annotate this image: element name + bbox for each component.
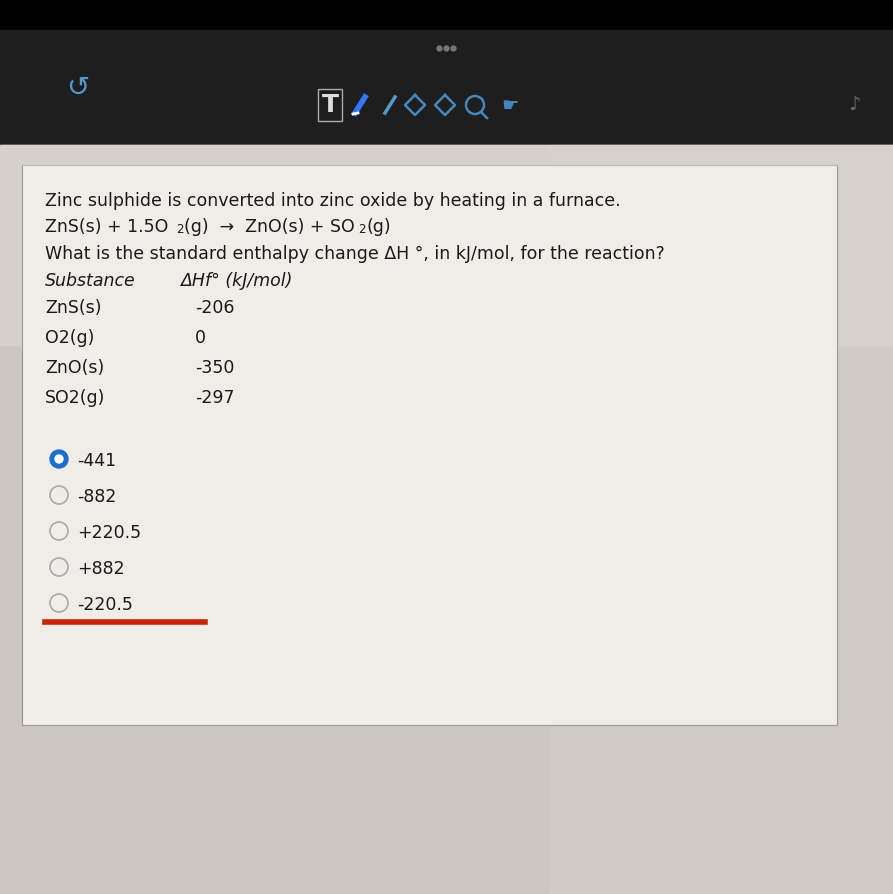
Text: ZnS(s): ZnS(s) [45,299,102,317]
Text: ZnO(s): ZnO(s) [45,359,104,377]
Bar [0,0,893,30]
Text: O2(g): O2(g) [45,329,95,347]
Text: ♪: ♪ [848,96,861,114]
Text: 2: 2 [358,223,365,236]
Text: ☛: ☛ [501,96,519,114]
Text: T: T [321,93,338,117]
Text: -206: -206 [195,299,235,317]
Circle shape [50,450,68,468]
Bar [0,145,893,894]
Text: 0: 0 [195,329,206,347]
Bar [22,165,837,725]
Text: -441: -441 [77,452,116,470]
Text: +220.5: +220.5 [77,524,141,542]
Text: What is the standard enthalpy change ΔH °, in kJ/mol, for the reaction?: What is the standard enthalpy change ΔH … [45,245,664,263]
Text: +882: +882 [77,560,125,578]
Text: (g)  →  ZnO(s) + SO: (g) → ZnO(s) + SO [184,218,355,236]
Text: Zinc sulphide is converted into zinc oxide by heating in a furnace.: Zinc sulphide is converted into zinc oxi… [45,192,621,210]
Bar [0,30,893,145]
Text: ↺: ↺ [66,74,89,102]
Text: ΔHf° (kJ/mol): ΔHf° (kJ/mol) [180,272,292,290]
Bar [0,145,893,345]
Text: -297: -297 [195,389,235,407]
Text: SO2(g): SO2(g) [45,389,105,407]
Text: -350: -350 [195,359,234,377]
Circle shape [55,455,63,463]
Text: Substance: Substance [45,272,136,290]
Text: (g): (g) [366,218,390,236]
Text: 2: 2 [176,223,183,236]
Text: ZnS(s) + 1.5O: ZnS(s) + 1.5O [45,218,169,236]
Text: -882: -882 [77,488,116,506]
Text: -220.5: -220.5 [77,596,133,614]
Bar [550,145,893,894]
